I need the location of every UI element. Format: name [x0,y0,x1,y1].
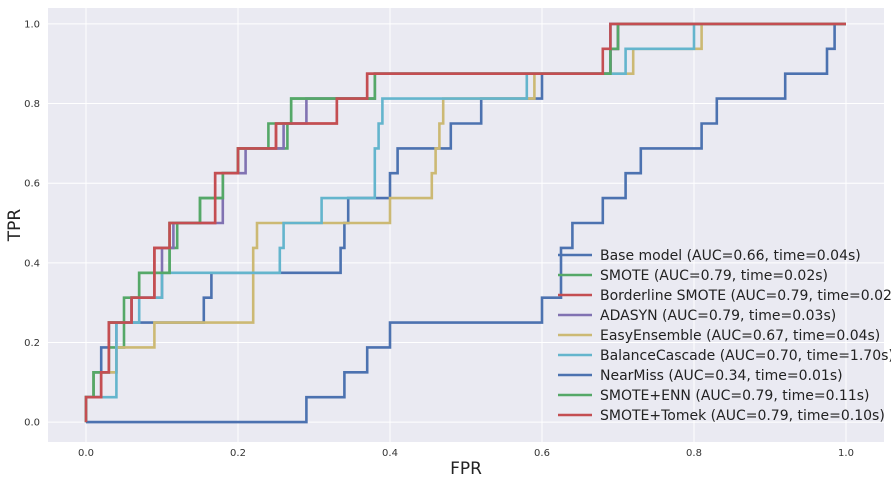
series-line-0 [84,22,846,423]
x-tick-label: 0.6 [534,448,550,459]
legend-label-2: Borderline SMOTE (AUC=0.79, time=0.02s) [600,288,891,304]
y-tick-labels: 0.0 0.2 0.4 0.6 0.8 1.0 [24,19,40,428]
legend-label-0: Base model (AUC=0.66, time=0.04s) [600,248,861,264]
series-layer [84,22,846,424]
y-tick-label: 0.0 [24,418,40,429]
x-tick-label: 1.0 [838,448,854,459]
x-tick-label: 0.2 [230,448,246,459]
grid-lines [48,8,884,442]
x-tick-label: 0.8 [686,448,702,459]
legend-label-8: SMOTE+Tomek (AUC=0.79, time=0.10s) [600,408,885,424]
x-tick-label: 0.0 [78,448,94,459]
x-tick-labels: 0.0 0.2 0.4 0.6 0.8 1.0 [78,448,854,459]
plot-background [48,8,884,442]
legend-label-6: NearMiss (AUC=0.34, time=0.01s) [600,368,843,384]
legend-label-4: EasyEnsemble (AUC=0.67, time=0.04s) [600,328,880,344]
y-tick-label: 0.4 [24,258,40,269]
y-axis-label: TPR [5,209,25,243]
x-axis-label: FPR [450,459,482,479]
x-tick-label: 0.4 [382,448,398,459]
legend-label-3: ADASYN (AUC=0.79, time=0.03s) [600,308,836,324]
y-tick-label: 0.6 [24,179,40,190]
legend-label-5: BalanceCascade (AUC=0.70, time=1.70s) [600,348,891,364]
legend-label-1: SMOTE (AUC=0.79, time=0.02s) [600,268,828,284]
y-tick-label: 0.8 [24,99,40,110]
series-line-6 [86,22,846,424]
series-line-8 [84,22,846,423]
y-tick-label: 1.0 [24,19,40,30]
y-tick-label: 0.2 [24,338,40,349]
legend-label-7: SMOTE+ENN (AUC=0.79, time=0.11s) [600,388,870,404]
legend: Base model (AUC=0.66, time=0.04s) SMOTE (… [558,248,891,424]
